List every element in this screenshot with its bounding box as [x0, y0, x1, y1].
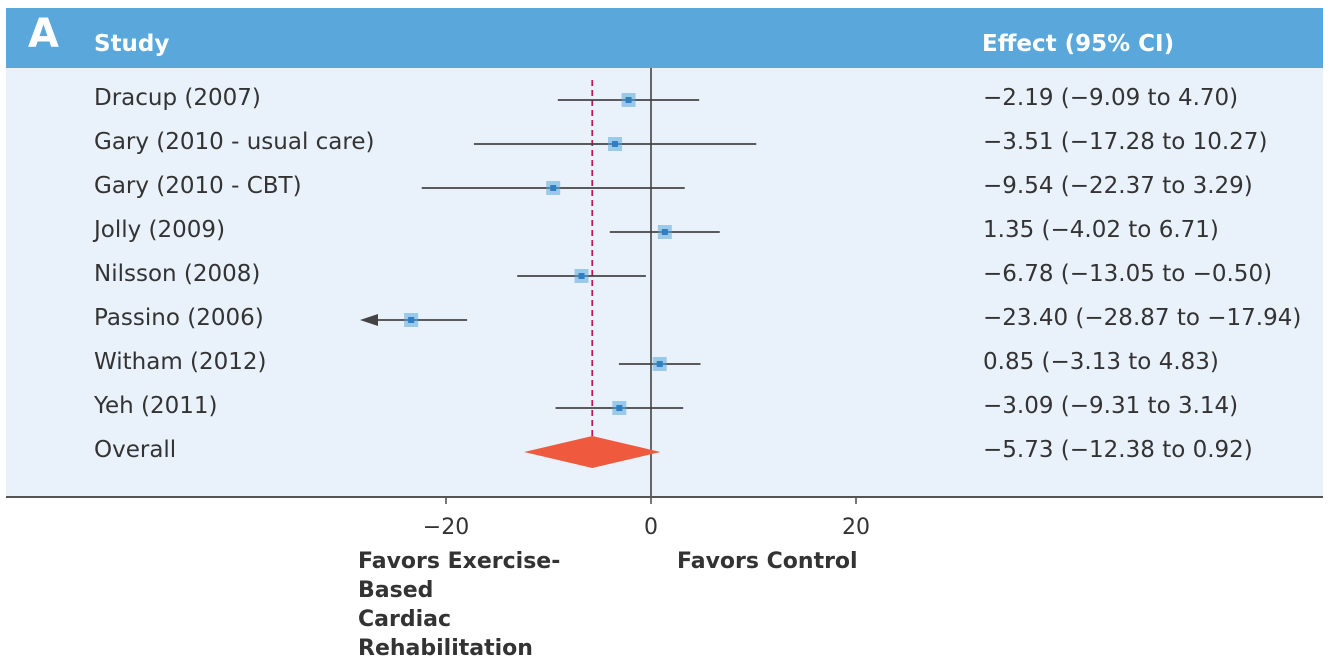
study-name: Passino (2006) [94, 305, 264, 331]
effect-marker-center [661, 229, 668, 235]
forest-plot-panel [6, 68, 1323, 498]
study-name: Witham (2012) [94, 349, 267, 375]
favors-left-line-1: Favors Exercise-Based [358, 549, 561, 603]
study-effect-label: 1.35 (−4.02 to 6.71) [983, 217, 1219, 243]
effect-marker-center [616, 405, 623, 411]
ci-truncation-arrow [360, 314, 378, 326]
header-bar: A Study Effect (95% CI) [6, 8, 1323, 68]
study-effect-label: −9.54 (−22.37 to 3.29) [983, 173, 1253, 199]
study-name: Dracup (2007) [94, 85, 261, 111]
study-name: Gary (2010 - CBT) [94, 173, 302, 199]
study-effect-label: −23.40 (−28.87 to −17.94) [983, 305, 1302, 331]
effect-marker-center [550, 185, 557, 191]
study-name: Jolly (2009) [94, 217, 226, 243]
favors-left-label: Favors Exercise-Based Cardiac Rehabilita… [358, 547, 618, 663]
x-tick-label: 0 [644, 515, 658, 540]
study-effect-label: 0.85 (−3.13 to 4.83) [983, 349, 1219, 375]
study-name: Nilsson (2008) [94, 261, 261, 287]
effect-marker-center [578, 273, 585, 279]
effect-marker-center [656, 361, 663, 367]
overall-diamond [524, 436, 661, 468]
favors-right-label: Favors Control [677, 549, 858, 574]
x-tick-label: 20 [842, 515, 870, 540]
panel-label: A [28, 11, 59, 57]
overall-name: Overall [94, 437, 177, 463]
study-column-header: Study [94, 31, 170, 57]
study-name: Yeh (2011) [94, 393, 218, 419]
overall-effect-label: −5.73 (−12.38 to 0.92) [983, 437, 1253, 463]
favors-left-line-2: Cardiac Rehabilitation [358, 607, 533, 661]
study-name: Gary (2010 - usual care) [94, 129, 375, 155]
study-effect-label: −6.78 (−13.05 to −0.50) [983, 261, 1273, 287]
study-effect-label: −3.51 (−17.28 to 10.27) [983, 129, 1268, 155]
effect-marker-center [612, 141, 619, 147]
effect-marker-center [625, 97, 632, 103]
effect-column-header: Effect (95% CI) [982, 31, 1175, 57]
x-tick-label: −20 [423, 515, 469, 540]
study-effect-label: −2.19 (−9.09 to 4.70) [983, 85, 1239, 111]
forest-plot-svg: −20 0 20 [360, 68, 870, 540]
effect-marker-center [408, 317, 415, 323]
study-effect-label: −3.09 (−9.31 to 3.14) [983, 393, 1239, 419]
